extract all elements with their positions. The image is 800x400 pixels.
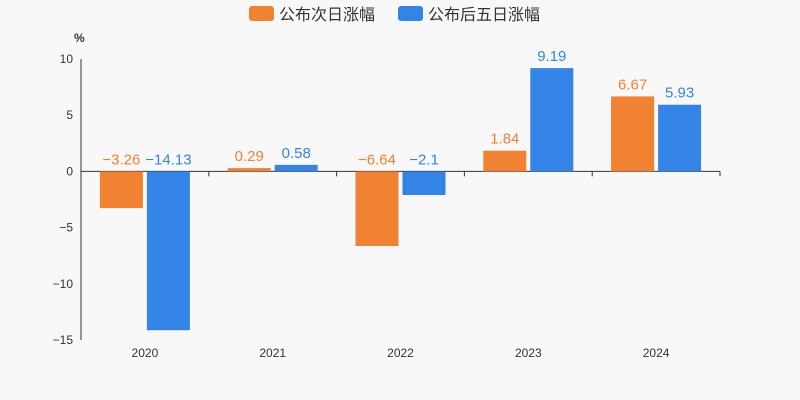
bar-five-day xyxy=(402,171,446,196)
bar-next-day xyxy=(355,171,399,247)
x-tick-label: 2024 xyxy=(643,346,670,360)
data-label: −3.26 xyxy=(102,151,140,168)
legend-swatch-five-day xyxy=(398,6,423,21)
y-tick-label: 0 xyxy=(66,164,73,178)
data-label: 0.29 xyxy=(235,148,264,165)
data-labels-group: −3.26 −14.13 0.29 0.58 −6.64 −2.1 1.84 9.19 6.67… xyxy=(102,48,694,168)
y-axis-ticks: 10 5 0 −5 −10 −15 xyxy=(53,52,74,347)
data-label: 6.67 xyxy=(618,76,647,93)
data-label: −2.1 xyxy=(409,151,439,168)
bar-five-day xyxy=(146,171,190,331)
y-axis-unit: % xyxy=(74,31,85,45)
data-label: 5.93 xyxy=(665,85,694,102)
legend-swatch-next-day xyxy=(249,6,274,21)
x-tick-label: 2020 xyxy=(132,346,159,360)
data-label: −14.13 xyxy=(145,151,191,168)
y-tick-label: −5 xyxy=(59,221,73,235)
legend-label-five-day: 公布后五日涨幅 xyxy=(428,6,540,24)
bar-five-day xyxy=(274,164,318,172)
x-tick-label: 2023 xyxy=(515,346,542,360)
bar-next-day xyxy=(611,96,655,172)
data-label: 1.84 xyxy=(490,131,519,148)
bars-group xyxy=(99,68,702,331)
y-tick-label: 10 xyxy=(60,52,74,66)
data-label: −6.64 xyxy=(358,151,396,168)
bar-five-day xyxy=(658,104,702,172)
data-label: 0.58 xyxy=(282,145,311,162)
y-tick-label: −15 xyxy=(53,333,74,347)
y-tick-label: 5 xyxy=(66,108,73,122)
bar-next-day xyxy=(227,168,271,172)
y-tick-label: −10 xyxy=(53,277,74,291)
legend-label-next-day: 公布次日涨幅 xyxy=(279,6,375,24)
x-tick-label: 2022 xyxy=(387,346,414,360)
bar-next-day xyxy=(483,150,527,172)
x-tick-label: 2021 xyxy=(259,346,286,360)
bar-five-day xyxy=(530,68,574,172)
data-label: 9.19 xyxy=(537,48,566,65)
legend: 公布次日涨幅 公布后五日涨幅 xyxy=(249,6,540,24)
bar-next-day xyxy=(99,171,143,209)
